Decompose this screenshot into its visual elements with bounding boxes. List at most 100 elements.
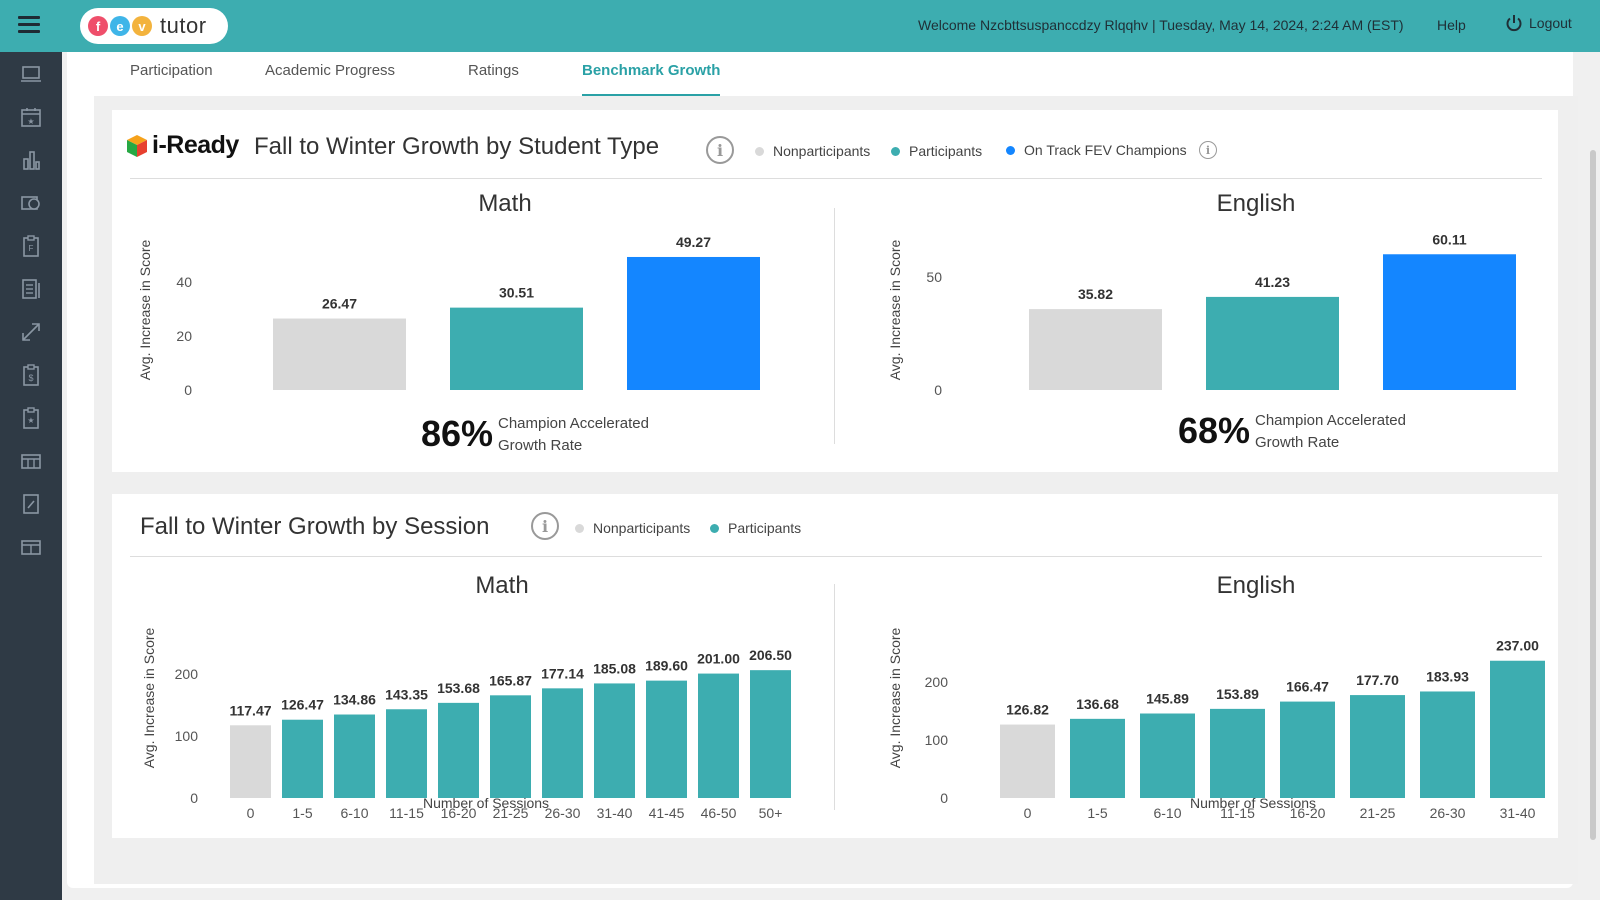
calendar-star-icon[interactable]: ★ (19, 105, 43, 129)
math-session-chart: Avg. Increase in Score 0 100 200 117.47 0 126.… (141, 627, 792, 821)
data-label: 26.47 (322, 296, 357, 312)
y-tick-label: 200 (925, 674, 949, 690)
legend-dot (755, 146, 764, 156)
y-axis-label: Avg. Increase in Score (137, 239, 153, 380)
data-label: 153.89 (1216, 686, 1259, 702)
document-edit-icon[interactable] (19, 492, 43, 516)
x-tick-label: 6-10 (1153, 805, 1181, 821)
bar (334, 714, 375, 798)
data-label: 41.23 (1255, 274, 1290, 290)
champions-info-icon[interactable]: i (1199, 141, 1217, 159)
bar (450, 307, 583, 390)
math-session-chart-title: Math (475, 572, 529, 599)
chart-divider (834, 584, 835, 810)
data-label: 49.27 (676, 234, 711, 250)
svg-text:★: ★ (27, 416, 34, 425)
student-type-title: Fall to Winter Growth by Student Type (254, 133, 660, 160)
logout-label: Logout (1529, 15, 1572, 31)
data-label: 185.08 (593, 660, 636, 676)
tab-ratings[interactable]: Ratings (468, 62, 519, 79)
y-tick-label: 0 (184, 382, 192, 398)
legend-dot (710, 523, 719, 533)
y-tick-label: 0 (934, 382, 942, 398)
x-tick-label: 0 (247, 805, 255, 821)
page-scrollbar[interactable] (1590, 150, 1596, 840)
svg-text:$: $ (28, 373, 33, 383)
bar (1206, 296, 1339, 390)
card-list-icon-2[interactable] (19, 535, 43, 559)
data-label: 134.86 (333, 692, 376, 708)
data-label: 165.87 (489, 672, 532, 688)
expand-arrows-icon[interactable] (19, 320, 43, 344)
bar (627, 256, 760, 390)
data-label: 177.70 (1356, 672, 1399, 688)
data-label: 183.93 (1426, 668, 1469, 684)
info-icon[interactable]: i (706, 136, 734, 164)
fev-tutor-logo[interactable]: f e v tutor (80, 8, 228, 44)
legend-nonparticipants: Nonparticipants (755, 143, 870, 159)
bar (1490, 660, 1545, 798)
logo-letter-f: f (88, 16, 108, 36)
legend-dot (891, 146, 900, 156)
data-label: 35.82 (1078, 286, 1113, 302)
sidebar: ★ F $ ★ (0, 52, 62, 900)
x-tick-label: 50+ (759, 805, 783, 821)
data-label: 177.14 (541, 665, 584, 681)
y-tick-label: 0 (190, 790, 198, 806)
chart-divider (834, 208, 835, 444)
x-tick-label: 41-45 (649, 805, 685, 821)
logout-button[interactable]: Logout (1505, 14, 1572, 32)
x-tick-label: 16-20 (1290, 805, 1326, 821)
bar (1420, 691, 1475, 798)
card-list-icon[interactable] (19, 449, 43, 473)
student-type-card (112, 110, 1558, 472)
camera-icon[interactable] (19, 191, 43, 215)
legend-label: Participants (728, 520, 802, 536)
bar (1140, 713, 1195, 798)
legend-label: On Track FEV Champions (1024, 142, 1187, 158)
legend-nonparticipants-2: Nonparticipants (575, 520, 690, 536)
math-rate-label: Champion Accelerated Growth Rate (498, 415, 649, 454)
data-label: 143.35 (385, 686, 428, 702)
math-champion-rate: 86% (421, 413, 494, 454)
session-info-icon[interactable]: i (531, 512, 559, 540)
legend-label: Nonparticipants (773, 143, 871, 159)
y-tick-label: 100 (175, 728, 199, 744)
report-list-icon[interactable] (19, 277, 43, 301)
clipboard-f-icon[interactable]: F (19, 234, 43, 258)
english-chart-title: English (1216, 190, 1296, 217)
data-label: 60.11 (1432, 231, 1466, 247)
svg-text:★: ★ (27, 117, 34, 126)
clipboard-star-icon[interactable]: ★ (19, 406, 43, 430)
x-tick-label: 11-15 (389, 805, 424, 821)
tab-academic-progress[interactable]: Academic Progress (265, 62, 396, 79)
english-rate-label: Champion Accelerated Growth Rate (1255, 412, 1406, 451)
data-label: 117.47 (229, 702, 271, 718)
data-label: 237.00 (1496, 638, 1539, 654)
bar-chart-icon[interactable] (19, 148, 43, 172)
y-tick-label: 200 (175, 666, 199, 682)
bar (542, 688, 583, 798)
data-label: 166.47 (1286, 679, 1329, 695)
english-champion-rate: 68% (1178, 410, 1251, 451)
legend-participants: Participants (891, 143, 982, 159)
y-tick-label: 40 (176, 274, 192, 290)
bar (438, 702, 479, 798)
tab-benchmark-growth[interactable]: Benchmark Growth (582, 62, 721, 96)
x-tick-label: 31-40 (1500, 805, 1536, 821)
data-label: 145.89 (1146, 691, 1189, 707)
help-link[interactable]: Help (1437, 17, 1466, 33)
legend-dot (1006, 145, 1015, 155)
x-tick-label: 16-20 (441, 805, 477, 821)
laptop-icon[interactable] (19, 62, 43, 86)
welcome-text: Welcome Nzcbttsuspanccdzy Rlqqhv | Tuesd… (918, 17, 1404, 33)
menu-icon[interactable] (18, 16, 40, 34)
bar (698, 673, 739, 798)
data-label: 153.68 (437, 680, 480, 696)
iready-brand: i-Ready (152, 131, 239, 159)
data-label: 136.68 (1076, 696, 1119, 712)
clipboard-dollar-icon[interactable]: $ (19, 363, 43, 387)
y-tick-label: 50 (926, 269, 942, 285)
tab-participation[interactable]: Participation (130, 62, 213, 79)
section-divider (130, 556, 1542, 557)
